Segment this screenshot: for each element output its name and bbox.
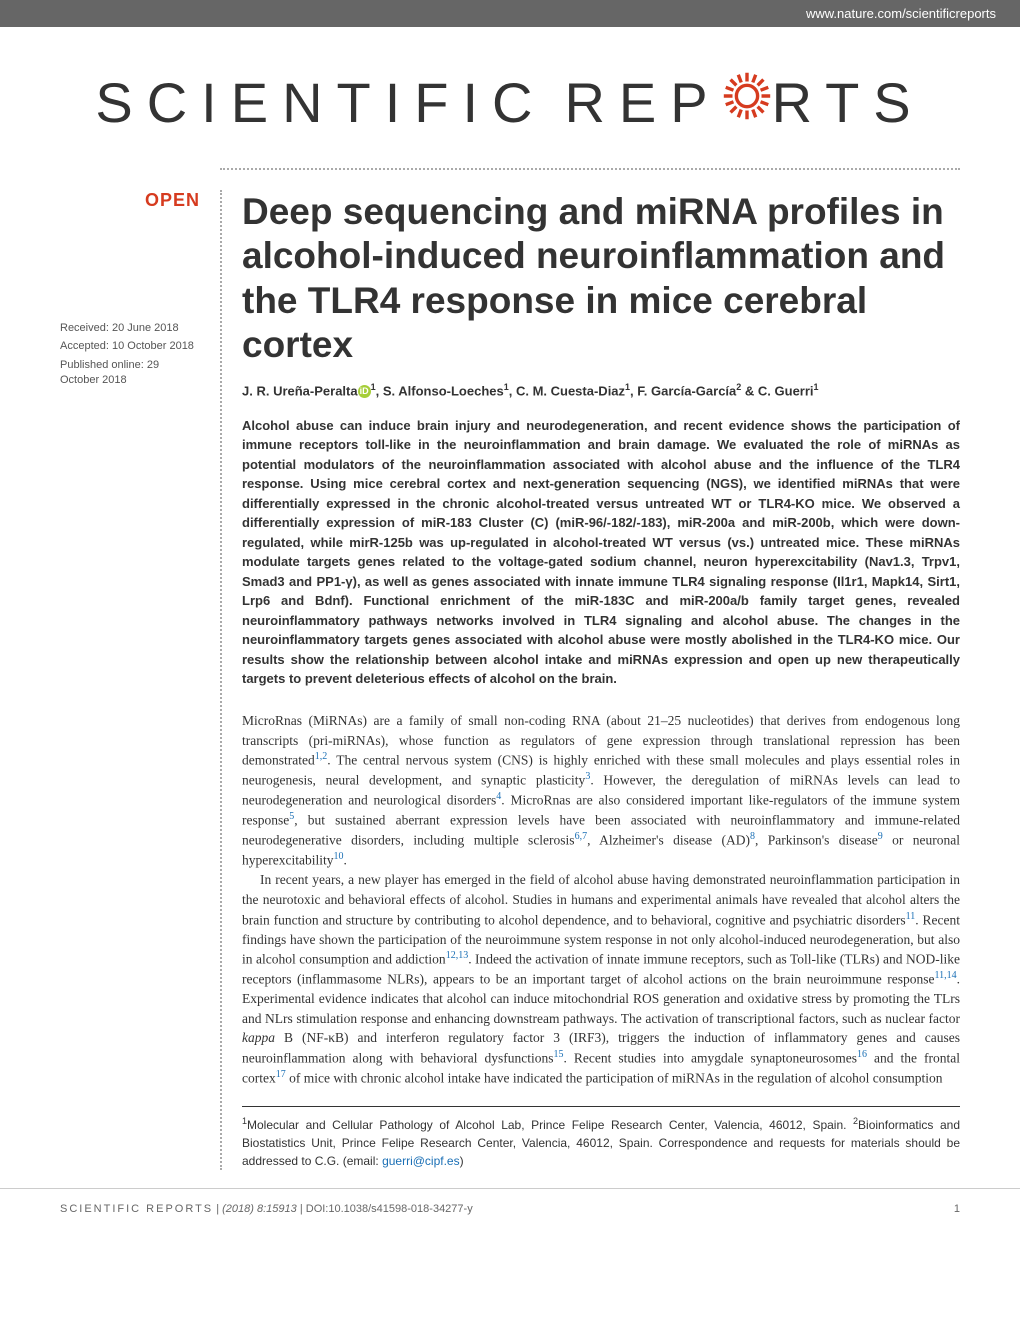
main-content: Deep sequencing and miRNA profiles in al… [220, 190, 960, 1170]
abstract: Alcohol abuse can induce brain injury an… [242, 416, 960, 689]
author-3: , C. M. Cuesta-Diaz [509, 383, 625, 398]
author-2: , S. Alfonso-Loeches [376, 383, 504, 398]
ref-link[interactable]: 12,13 [446, 950, 469, 961]
orcid-icon[interactable]: iD [358, 385, 371, 398]
ref-link[interactable]: 11,14 [934, 970, 956, 981]
author-list: J. R. Ureña-PeraltaiD 1 , S. Alfonso-Loech… [242, 382, 960, 398]
paragraph-1: MicroRnas (MiRNAs) are a family of small… [242, 711, 960, 871]
logo-word-2b: RTS [772, 70, 925, 135]
page-footer: SCIENTIFIC REPORTS | (2018) 8:15913 | DO… [0, 1188, 1020, 1235]
top-bar: www.nature.com/scientificreports [0, 0, 1020, 27]
ref-link[interactable]: 16 [857, 1049, 867, 1060]
footer-journal: SCIENTIFIC REPORTS [60, 1203, 213, 1215]
logo-word-2a: REP [564, 70, 721, 135]
body-text: MicroRnas (MiRNAs) are a family of small… [242, 711, 960, 1088]
ref-link[interactable]: 10 [333, 851, 343, 862]
site-url[interactable]: www.nature.com/scientificreports [806, 6, 996, 21]
author-5: & C. Guerri [741, 383, 813, 398]
article-title: Deep sequencing and miRNA profiles in al… [242, 190, 960, 368]
affiliations: 1Molecular and Cellular Pathology of Alc… [242, 1115, 960, 1170]
ref-link[interactable]: 11 [906, 911, 916, 922]
header-divider [220, 168, 960, 170]
author-4: , F. García-García [630, 383, 736, 398]
footer-citation: (2018) 8:15913 [222, 1203, 297, 1215]
ref-link[interactable]: 17 [276, 1069, 286, 1080]
sidebar: OPEN Received: 20 June 2018 Accepted: 10… [60, 190, 220, 1170]
logo-word-1: SCIENTIFIC [95, 70, 546, 135]
corresponding-email[interactable]: guerri@cipf.es [382, 1154, 460, 1168]
page-number: 1 [954, 1203, 960, 1215]
open-access-badge: OPEN [60, 190, 200, 211]
date-received: Received: 20 June 2018 [60, 321, 200, 336]
gear-icon [718, 67, 776, 138]
ref-link[interactable]: 1,2 [315, 751, 328, 762]
ref-link[interactable]: 6,7 [575, 831, 588, 842]
paragraph-2: In recent years, a new player has emerge… [242, 870, 960, 1088]
footer-doi: DOI:10.1038/s41598-018-34277-y [306, 1203, 473, 1215]
journal-logo: SCIENTIFIC REP RTS [0, 27, 1020, 158]
publication-dates: Received: 20 June 2018 Accepted: 10 Octo… [60, 321, 200, 389]
affil-1: Molecular and Cellular Pathology of Alco… [247, 1118, 853, 1132]
ref-link[interactable]: 15 [554, 1049, 564, 1060]
date-published: Published online: 29 October 2018 [60, 358, 200, 389]
date-accepted: Accepted: 10 October 2018 [60, 339, 200, 354]
author-5-affil: 1 [814, 382, 819, 392]
affiliation-divider [242, 1106, 960, 1107]
author-1: J. R. Ureña-Peralta [242, 383, 358, 398]
